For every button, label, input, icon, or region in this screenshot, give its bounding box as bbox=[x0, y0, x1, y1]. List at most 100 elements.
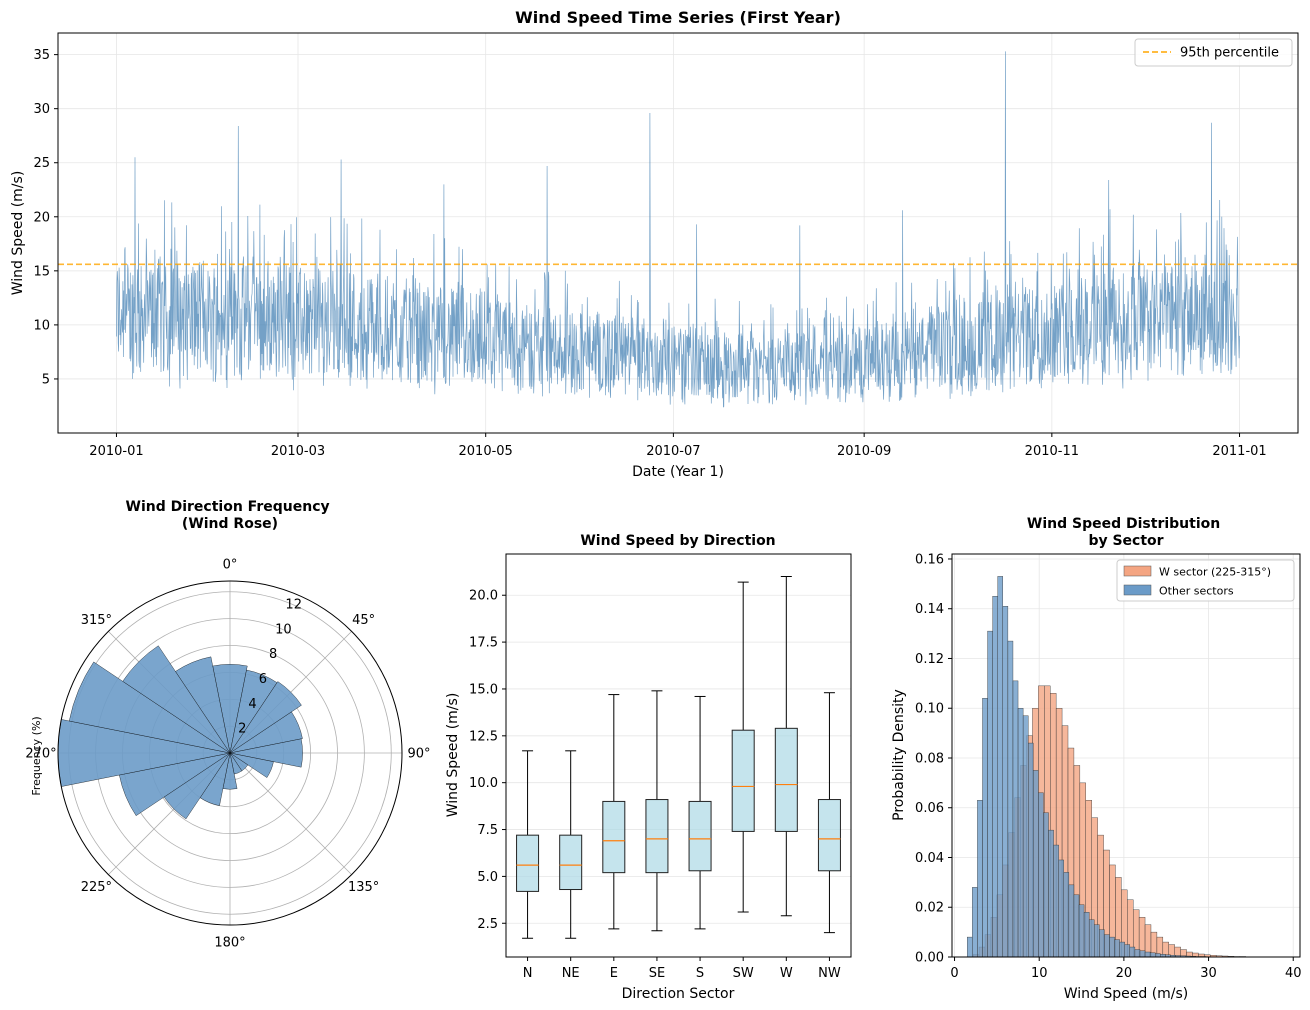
wind-rose-ylabel: Frequency (%) bbox=[30, 716, 43, 795]
x-tick-label: W bbox=[780, 966, 793, 981]
y-tick-label: 0.14 bbox=[915, 602, 944, 617]
radial-tick-label: 8 bbox=[269, 647, 277, 662]
time-series-frame bbox=[57, 32, 1299, 434]
boxplot-ylabel: Wind Speed (m/s) bbox=[445, 693, 461, 818]
hist-bar-other-sectors bbox=[1002, 606, 1009, 958]
y-tick-label: 0.10 bbox=[915, 702, 944, 717]
y-tick-label: 5 bbox=[42, 372, 50, 387]
hist-bar-other-sectors bbox=[972, 887, 978, 958]
legend-box bbox=[1134, 38, 1293, 67]
angle-label: 45° bbox=[352, 613, 375, 628]
y-tick-label: 7.5 bbox=[477, 823, 498, 838]
angle-label: 270° bbox=[25, 747, 56, 762]
hist-bar-other-sectors bbox=[982, 698, 988, 958]
hist-bar-other-sectors bbox=[1022, 715, 1029, 958]
legend-swatch-w-sector bbox=[1123, 565, 1152, 577]
wind-rose-bar bbox=[229, 738, 303, 768]
hist-bar-other-sectors bbox=[987, 630, 993, 958]
x-tick-label: 2010-11 bbox=[1025, 444, 1079, 459]
wind-rose-bar bbox=[68, 661, 231, 754]
box-iqr bbox=[731, 729, 755, 832]
hist-bar-other-sectors bbox=[1109, 936, 1115, 958]
y-tick-label: 20 bbox=[33, 210, 50, 225]
box-iqr bbox=[645, 799, 669, 874]
hist-bar-other-sectors bbox=[1073, 894, 1080, 958]
hist-bar-other-sectors bbox=[1088, 919, 1095, 958]
hist-bar-other-sectors bbox=[1017, 708, 1024, 958]
histogram-title: Wind Speed Distribution by Sector bbox=[1027, 516, 1225, 549]
y-tick-label: 10.0 bbox=[469, 776, 498, 791]
hist-bar-other-sectors bbox=[1094, 924, 1100, 958]
angle-label: 90° bbox=[407, 747, 430, 762]
x-tick-label: 10 bbox=[1031, 966, 1048, 981]
x-tick-label: NW bbox=[818, 966, 841, 981]
x-tick-label: SE bbox=[649, 966, 665, 981]
wind-rose-frame bbox=[57, 580, 403, 926]
hist-bar-other-sectors bbox=[1063, 872, 1070, 958]
wind-rose-bar bbox=[229, 711, 303, 754]
y-tick-label: 0.04 bbox=[915, 851, 944, 866]
histogram-title-line1: Wind Speed Distribution bbox=[1027, 516, 1220, 532]
histogram-frame bbox=[951, 553, 1301, 958]
box-iqr bbox=[688, 800, 712, 872]
y-tick-label: 0.12 bbox=[915, 652, 944, 667]
time-series-legend: 95th percentile bbox=[1134, 38, 1293, 67]
hist-bar-other-sectors bbox=[1149, 952, 1156, 958]
x-tick-label: 30 bbox=[1200, 966, 1217, 981]
y-tick-label: 2.5 bbox=[477, 917, 498, 932]
legend-label-w-sector: W sector (225-315°) bbox=[1159, 566, 1271, 579]
box-iqr bbox=[559, 834, 583, 891]
y-tick-label: 0.16 bbox=[915, 552, 944, 567]
hist-bar-other-sectors bbox=[1124, 944, 1131, 958]
hist-bar-other-sectors bbox=[1058, 859, 1064, 958]
angular-gridline bbox=[229, 752, 352, 875]
hist-bar-other-sectors bbox=[1099, 929, 1105, 958]
y-tick-label: 15.0 bbox=[469, 682, 498, 697]
x-tick-label: 20 bbox=[1116, 966, 1133, 981]
histogram-legend: W sector (225-315°) Other sectors bbox=[1116, 559, 1295, 602]
x-tick-label: 2011-01 bbox=[1212, 444, 1266, 459]
box-iqr bbox=[516, 834, 540, 892]
histogram-bars bbox=[967, 576, 1258, 958]
radial-tick-label: 4 bbox=[248, 697, 256, 712]
boxplot-panel: Wind Speed by Direction 2.5 5.0 7.5 10.0 12.… bbox=[445, 533, 852, 1002]
x-tick-label: 2010-05 bbox=[459, 444, 513, 459]
y-tick-label: 17.5 bbox=[469, 636, 498, 651]
angle-label: 225° bbox=[81, 880, 112, 895]
wind-rose-bar bbox=[122, 645, 231, 754]
hist-bar-other-sectors bbox=[1053, 844, 1059, 958]
hist-bar-other-sectors bbox=[1144, 951, 1151, 958]
x-tick-label: 2010-07 bbox=[646, 444, 700, 459]
wind-rose-bar bbox=[229, 752, 274, 778]
boxplot-ticks: 2.5 5.0 7.5 10.0 12.5 15.0 17.5 20.0 N NE E SE S SW W N… bbox=[469, 589, 841, 981]
angle-label: 315° bbox=[81, 613, 112, 628]
hist-bar-other-sectors bbox=[967, 936, 973, 958]
hist-bar-other-sectors bbox=[1083, 912, 1090, 958]
x-tick-label: 2010-01 bbox=[89, 444, 143, 459]
angle-label: 135° bbox=[348, 880, 379, 895]
hist-bar-other-sectors bbox=[1114, 939, 1120, 958]
legend-label-95th: 95th percentile bbox=[1180, 46, 1279, 61]
time-series-grid bbox=[58, 33, 1298, 433]
hist-bar-other-sectors bbox=[1139, 950, 1146, 958]
hist-bar-other-sectors bbox=[997, 576, 1004, 958]
y-tick-label: 0.08 bbox=[915, 751, 944, 766]
hist-bar-other-sectors bbox=[1104, 934, 1110, 958]
hist-bar-other-sectors bbox=[1078, 904, 1085, 958]
time-series-title: Wind Speed Time Series (First Year) bbox=[515, 8, 841, 27]
y-tick-label: 0.02 bbox=[915, 901, 944, 916]
x-tick-label: 2010-03 bbox=[271, 444, 325, 459]
legend-box bbox=[1116, 559, 1295, 602]
y-tick-label: 10 bbox=[33, 318, 50, 333]
boxplot-boxes bbox=[516, 575, 841, 939]
hist-bar-other-sectors bbox=[1129, 946, 1136, 958]
hist-bar-other-sectors bbox=[1028, 742, 1034, 958]
box-iqr bbox=[602, 800, 626, 874]
y-tick-label: 5.0 bbox=[477, 870, 498, 885]
radial-tick-label: 12 bbox=[285, 598, 302, 613]
histogram-ticks: 0 10 20 30 40 0.00 0.02 0.04 0.06 0.08 0.10 0.12 0.1… bbox=[915, 552, 1301, 981]
hist-bar-other-sectors bbox=[1038, 792, 1044, 958]
time-series-ticks: 2010-01 2010-03 2010-05 2010-07 2010-09 2010-… bbox=[33, 48, 1266, 459]
